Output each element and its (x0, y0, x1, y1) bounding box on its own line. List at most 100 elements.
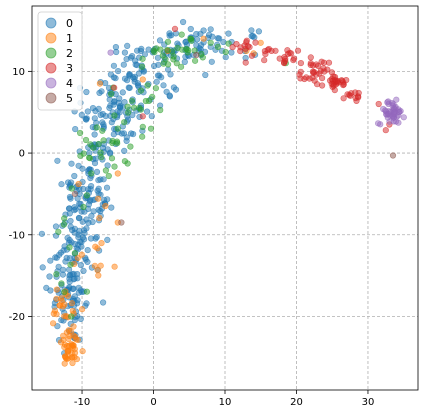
data-point (110, 74, 117, 81)
data-point (120, 61, 127, 68)
data-point (111, 163, 118, 170)
data-point (132, 57, 139, 64)
data-point (91, 131, 98, 138)
data-point (242, 59, 249, 66)
data-point (95, 105, 102, 112)
data-point (99, 299, 107, 306)
data-point (93, 124, 100, 131)
data-point (148, 113, 155, 120)
data-point (83, 88, 90, 96)
data-point (88, 212, 95, 219)
data-point (69, 359, 76, 367)
data-point (83, 288, 90, 295)
data-point (83, 192, 90, 199)
data-point (188, 35, 195, 42)
data-point (214, 35, 221, 42)
grid-lines (32, 6, 418, 390)
data-point (330, 82, 337, 89)
data-point (138, 45, 145, 53)
data-point (80, 267, 87, 275)
data-point (193, 51, 200, 59)
data-point (82, 115, 89, 122)
data-point (77, 262, 84, 269)
data-point (164, 38, 172, 45)
data-point (125, 109, 132, 116)
data-point (375, 100, 382, 108)
data-point (389, 152, 397, 159)
data-point (96, 89, 103, 96)
data-point (178, 31, 185, 38)
data-point (61, 215, 68, 222)
data-point (85, 201, 92, 208)
data-point (389, 102, 396, 109)
data-point (96, 214, 103, 222)
data-point (54, 157, 61, 164)
data-point (90, 144, 97, 151)
data-point (128, 130, 135, 137)
data-point (62, 354, 69, 361)
data-point (251, 34, 258, 41)
data-point (137, 106, 144, 113)
data-point (111, 84, 118, 91)
data-point (71, 250, 78, 257)
data-point (95, 185, 102, 192)
axis-ticks: -10 0 10 20 30 -20 -10 0 10 (9, 67, 375, 408)
data-point (393, 96, 400, 103)
data-point (89, 104, 97, 112)
data-point (307, 60, 314, 67)
data-point (325, 59, 333, 66)
data-point (173, 60, 180, 67)
data-point (220, 38, 227, 46)
data-point (84, 247, 91, 254)
data-point (255, 28, 263, 35)
data-point (60, 221, 68, 228)
data-point (53, 286, 60, 293)
data-point (67, 261, 74, 268)
series-1 (49, 35, 264, 367)
data-point (395, 119, 402, 126)
data-point (110, 101, 117, 108)
data-point (71, 172, 78, 180)
y-tick-label: 10 (12, 67, 25, 78)
data-point (139, 76, 146, 83)
data-point (317, 67, 324, 74)
data-point (88, 170, 95, 177)
data-point (127, 143, 134, 150)
x-tick-label: 30 (362, 397, 375, 408)
data-point (131, 104, 138, 111)
legend-label: 5 (66, 92, 73, 105)
data-point (202, 71, 209, 79)
data-point (248, 27, 255, 34)
data-point (290, 56, 297, 64)
data-point (243, 37, 250, 44)
data-point (52, 223, 60, 230)
data-point (181, 58, 188, 66)
data-point (118, 130, 125, 137)
y-tick-label: -10 (9, 230, 25, 241)
data-point (66, 236, 73, 244)
data-point (95, 140, 102, 148)
data-point (85, 154, 93, 161)
data-point (400, 114, 407, 121)
data-point (95, 272, 102, 279)
legend-label: 1 (66, 32, 73, 45)
data-point (118, 219, 125, 226)
data-point (71, 207, 78, 214)
data-point (55, 263, 62, 270)
data-point (82, 136, 90, 144)
data-point (49, 320, 57, 327)
data-point (200, 27, 207, 34)
data-point (184, 49, 191, 56)
data-point (66, 193, 74, 201)
data-point (89, 218, 96, 226)
data-point (54, 323, 61, 330)
data-point (98, 240, 105, 247)
data-point (294, 47, 302, 54)
x-tick-label: 0 (150, 397, 156, 408)
data-point (87, 183, 95, 190)
data-point (297, 68, 304, 75)
data-point (103, 184, 111, 191)
data-point (38, 230, 46, 237)
data-point (139, 133, 146, 140)
